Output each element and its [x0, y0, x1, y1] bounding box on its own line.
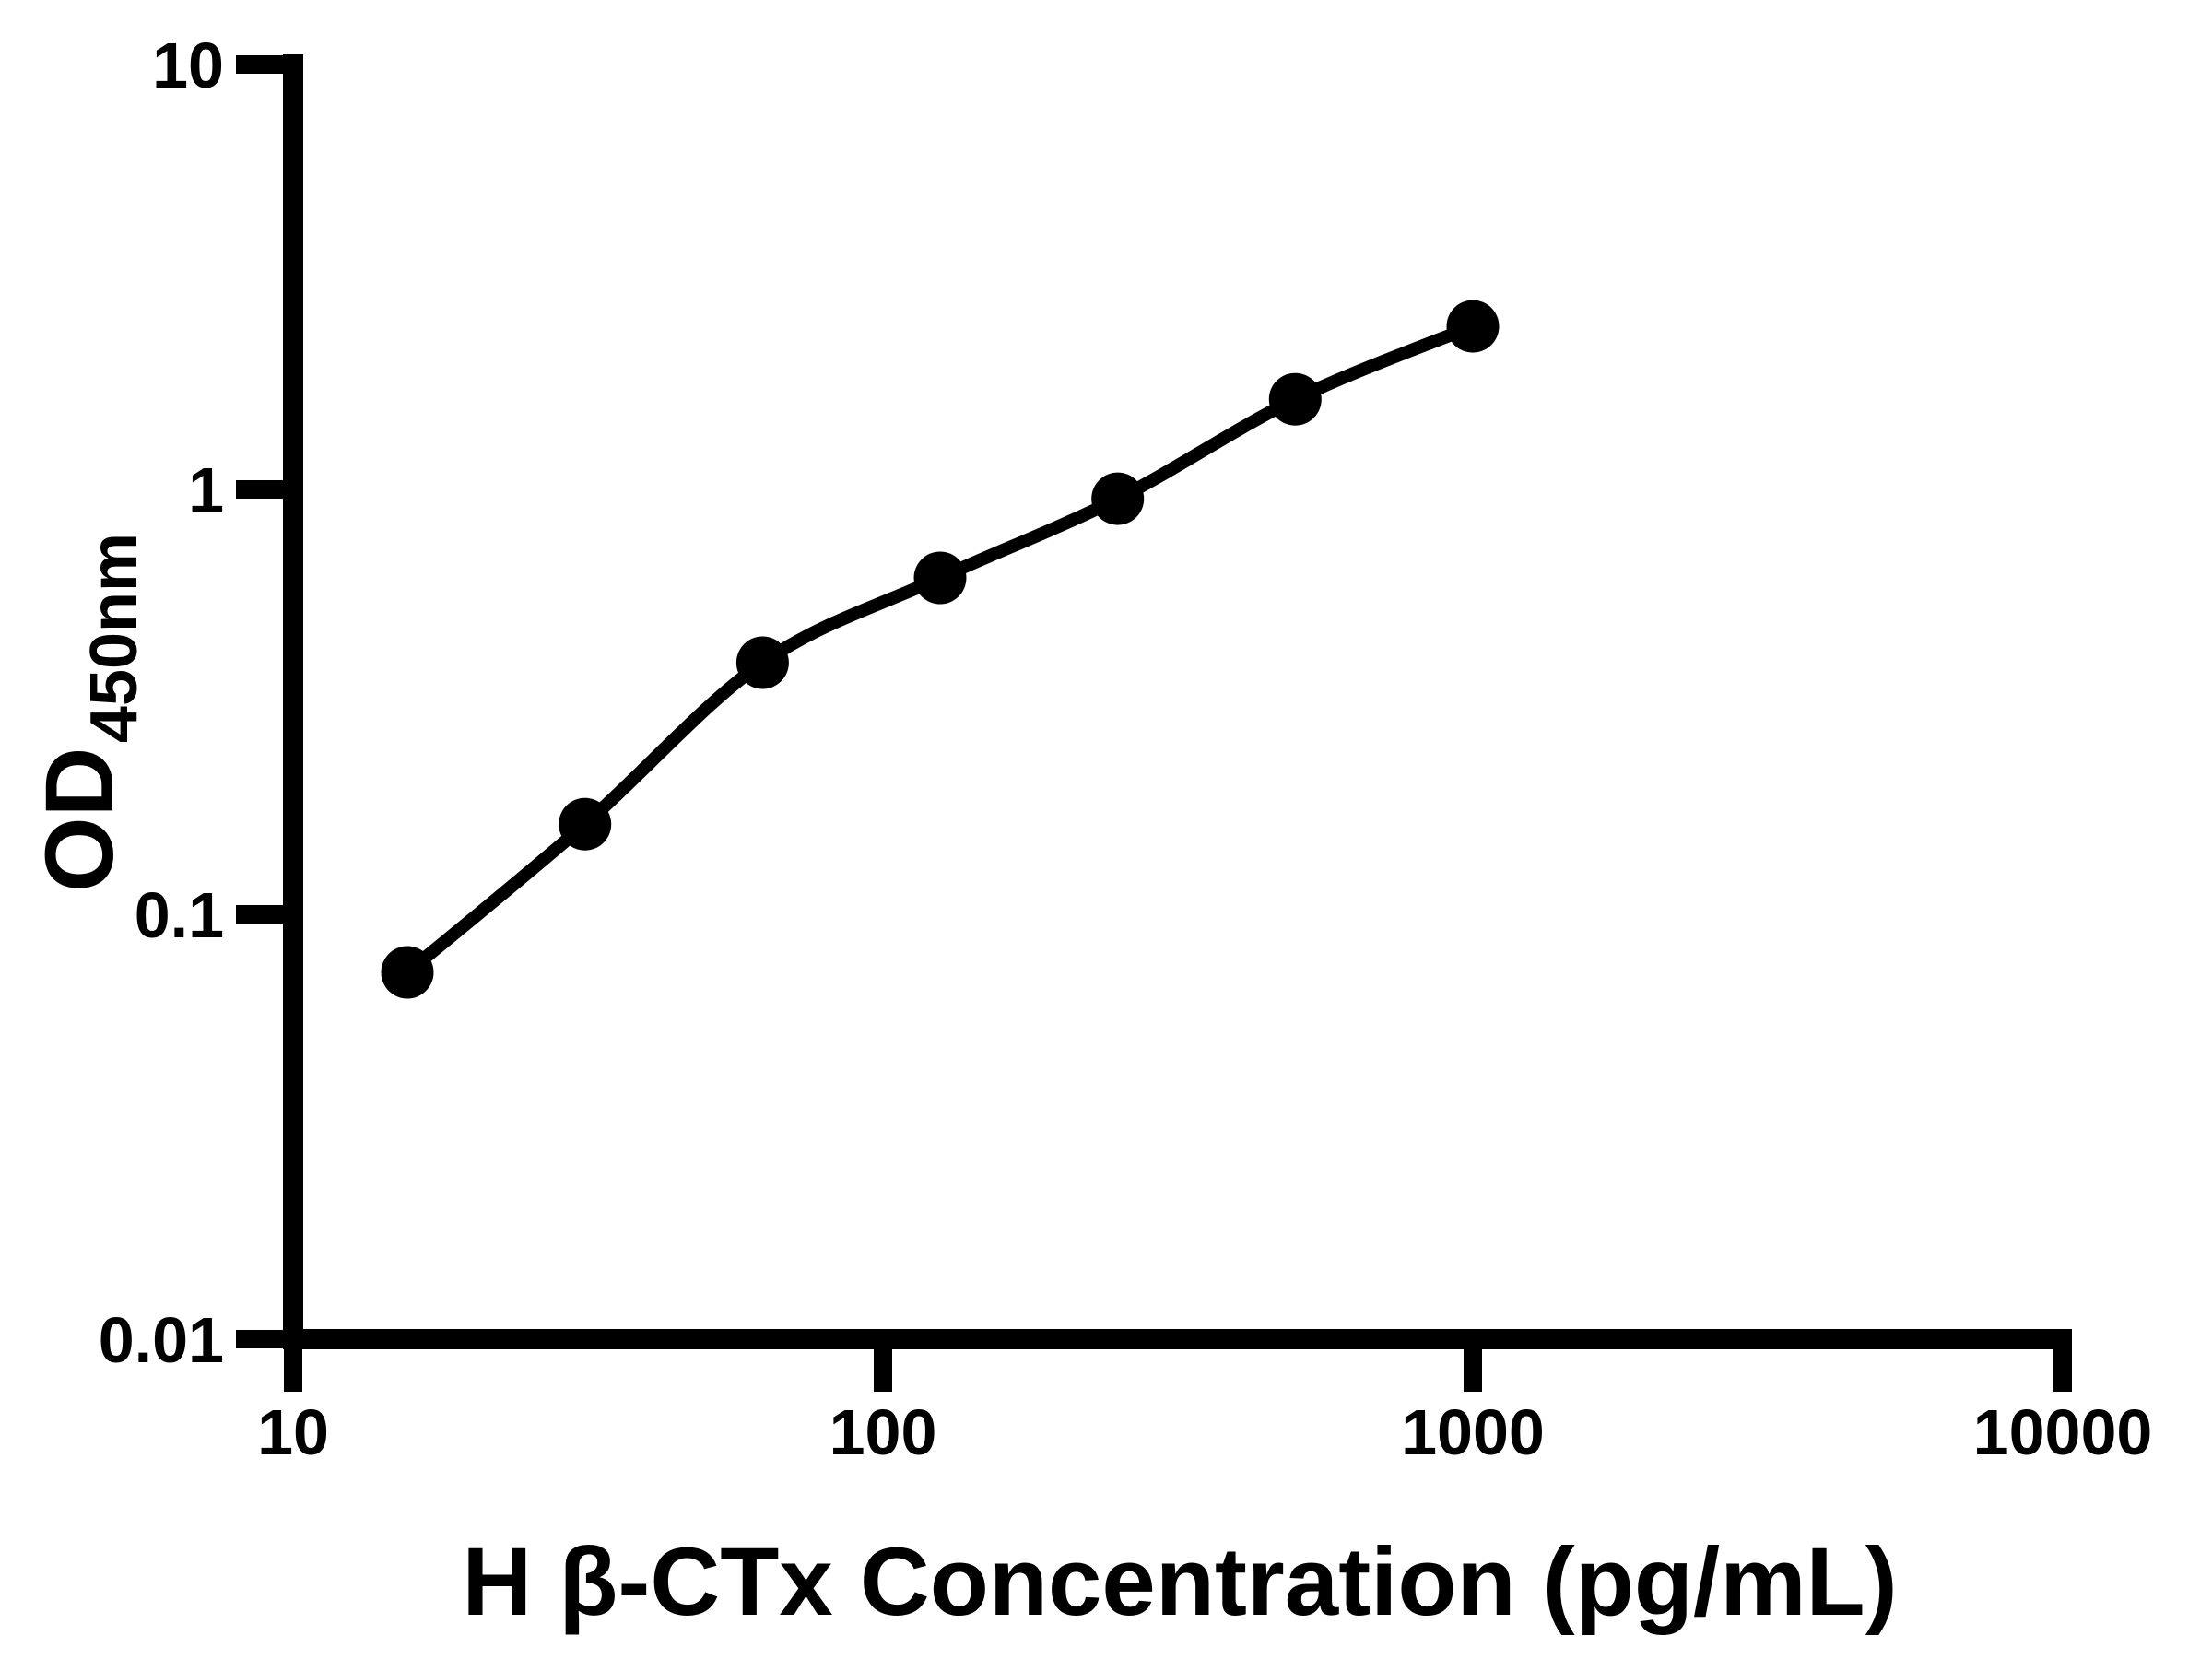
x-axis-title: H β-CTx Concentration (pg/mL) [462, 1528, 1897, 1636]
x-axis-ticks [284, 1339, 2072, 1392]
x-tick-label-1000: 1000 [1401, 1396, 1545, 1468]
data-point-0 [381, 946, 434, 999]
y-tick-label-1: 1 [188, 454, 224, 526]
y-tick-label-0.01: 0.01 [99, 1304, 224, 1376]
y-axis-tick-labels: 10 1 0.1 0.01 [99, 29, 224, 1376]
y-axis-ticks [236, 55, 293, 1348]
y-axis-title-subscript: 450nm [77, 533, 151, 743]
y-tick-label-10: 10 [152, 29, 224, 101]
y-axis-title-main: OD [26, 747, 134, 893]
y-axis-title: OD 450nm [26, 533, 151, 892]
data-point-markers [381, 300, 1500, 999]
data-point-6 [1446, 300, 1500, 353]
data-point-5 [1268, 372, 1322, 426]
x-tick-label-10000: 10000 [1973, 1396, 2153, 1468]
x-tick-label-10: 10 [257, 1396, 329, 1468]
y-tick-label-0.1: 0.1 [135, 879, 224, 951]
data-point-3 [913, 551, 967, 605]
data-point-2 [735, 636, 789, 689]
x-tick-label-100: 100 [830, 1396, 937, 1468]
data-point-1 [559, 797, 612, 851]
x-axis-tick-labels: 10 100 1000 10000 [257, 1396, 2152, 1468]
standard-curve-line [401, 320, 1479, 979]
data-point-4 [1091, 472, 1145, 525]
